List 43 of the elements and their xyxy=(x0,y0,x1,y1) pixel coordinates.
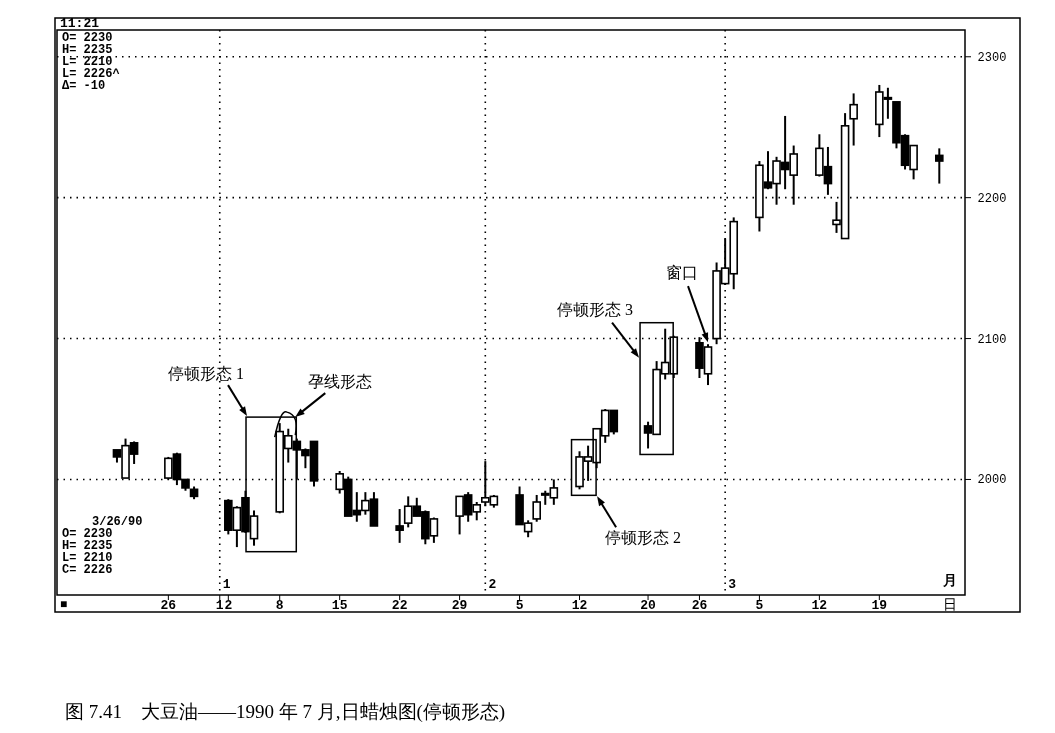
annotation: H= 2235 xyxy=(62,539,113,553)
x-tick-label: 12 xyxy=(811,598,828,613)
annotation: L= 2210 xyxy=(62,55,113,69)
annotation: L= 2210 xyxy=(62,551,113,565)
x-tick-label: 2 xyxy=(224,598,233,613)
x-tick-label: 26 xyxy=(160,598,177,613)
x-tick-label: 26 xyxy=(691,598,708,613)
x-tick-label: 8 xyxy=(275,598,284,613)
annotation: 3/26/90 xyxy=(92,515,143,529)
annotation: 停顿形态 3 xyxy=(557,300,634,318)
annotation: C= 2226 xyxy=(62,563,113,577)
x-tick-label: 5 xyxy=(515,598,524,613)
ref-line-label: 3 xyxy=(728,577,737,592)
annotation: 停顿形态 2 xyxy=(605,529,682,547)
annotation: 窗口 xyxy=(666,264,699,282)
x-tick-label: 20 xyxy=(640,598,657,613)
x-tick-label: 19 xyxy=(871,598,888,613)
y-tick-label: 2200 xyxy=(977,191,1007,206)
annotation: H= 2235 xyxy=(62,43,113,57)
x-tick-label: 1 xyxy=(215,598,224,613)
annotation: 孕线形态 xyxy=(308,373,373,391)
ref-line-label: 1 xyxy=(222,577,231,592)
annotation: L= 2226^ xyxy=(62,67,120,81)
x-tick-label: 12 xyxy=(571,598,588,613)
annotation: 停顿形态 1 xyxy=(168,365,245,383)
text: ■ xyxy=(60,598,68,612)
annotation: O= 2230 xyxy=(62,31,113,45)
x-axis-title: 日 xyxy=(943,597,957,612)
ref-line-label: 2 xyxy=(488,577,497,592)
ref-line: 3 xyxy=(724,29,737,596)
annotation: O= 2230 xyxy=(62,527,113,541)
y-tick-label: 2300 xyxy=(977,50,1007,65)
x-tick-label: 29 xyxy=(451,598,468,613)
annotation: 月 xyxy=(942,573,957,588)
y-tick-label: 2000 xyxy=(977,473,1007,488)
x-tick-label: 22 xyxy=(391,598,408,613)
x-tick-label: 5 xyxy=(755,598,764,613)
x-tick-label: 15 xyxy=(331,598,348,613)
ref-line: 2 xyxy=(484,29,497,596)
text: 图 7.41 大豆油——1990 年 7 月,日蜡烛图(停顿形态) xyxy=(65,701,506,723)
annotation: 11:21 xyxy=(60,16,100,31)
annotation: Δ= -10 xyxy=(62,79,106,93)
y-tick-label: 2100 xyxy=(977,332,1007,347)
